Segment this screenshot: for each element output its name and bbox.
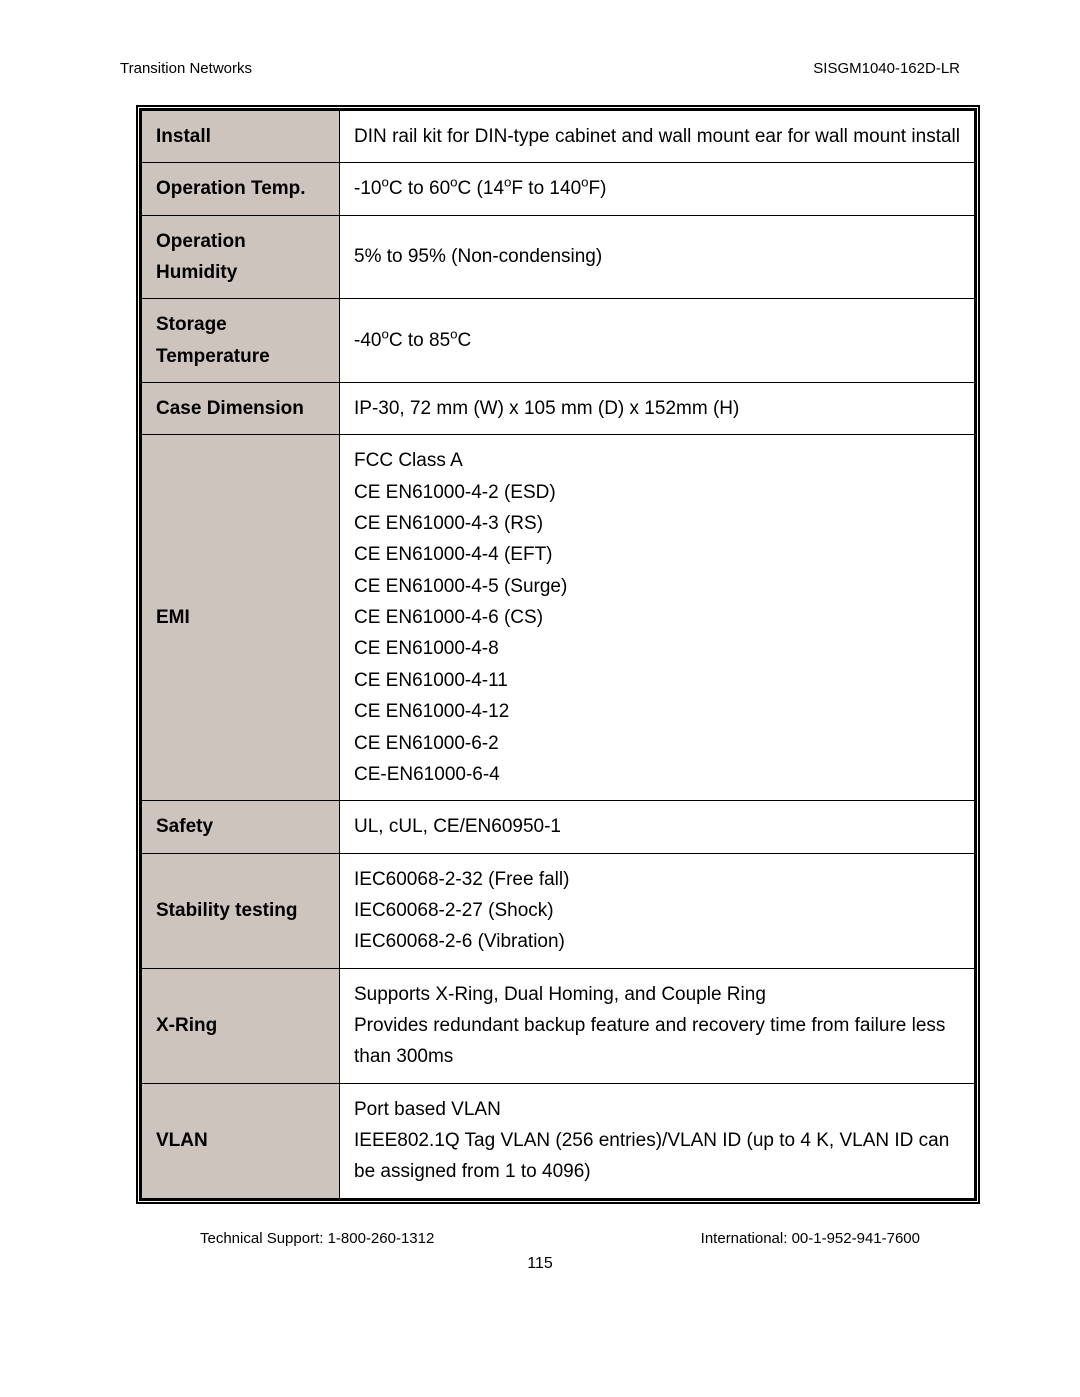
spec-value: -40oC to 85oC — [340, 299, 975, 383]
spec-value: UL, cUL, CE/EN60950-1 — [340, 801, 975, 853]
header-right: SISGM1040-162D-LR — [813, 60, 960, 77]
footer-right: International: 00-1-952-941-7600 — [701, 1230, 920, 1247]
table-row: Storage Temperature-40oC to 85oC — [142, 299, 975, 383]
footer-left: Technical Support: 1-800-260-1312 — [200, 1230, 434, 1247]
spec-label: EMI — [142, 435, 340, 801]
page-footer: Technical Support: 1-800-260-1312 Intern… — [120, 1230, 960, 1247]
spec-label: Operation Temp. — [142, 163, 340, 215]
table-row: SafetyUL, cUL, CE/EN60950-1 — [142, 801, 975, 853]
spec-value: -10oC to 60oC (14oF to 140oF) — [340, 163, 975, 215]
spec-label: Operation Humidity — [142, 215, 340, 299]
header-left: Transition Networks — [120, 60, 252, 77]
spec-label: X-Ring — [142, 968, 340, 1083]
table-row: VLANPort based VLANIEEE802.1Q Tag VLAN (… — [142, 1083, 975, 1198]
page-header: Transition Networks SISGM1040-162D-LR — [120, 60, 960, 77]
spec-table: InstallDIN rail kit for DIN-type cabinet… — [141, 110, 975, 1199]
spec-value: FCC Class ACE EN61000-4-2 (ESD)CE EN6100… — [340, 435, 975, 801]
spec-table-wrapper: InstallDIN rail kit for DIN-type cabinet… — [136, 105, 980, 1204]
spec-label: Case Dimension — [142, 383, 340, 435]
spec-value: IEC60068-2-32 (Free fall)IEC60068-2-27 (… — [340, 853, 975, 968]
page-number: 115 — [120, 1255, 960, 1273]
spec-label: Safety — [142, 801, 340, 853]
spec-label: VLAN — [142, 1083, 340, 1198]
spec-value: IP-30, 72 mm (W) x 105 mm (D) x 152mm (H… — [340, 383, 975, 435]
spec-value: 5% to 95% (Non-condensing) — [340, 215, 975, 299]
spec-value: DIN rail kit for DIN-type cabinet and wa… — [340, 111, 975, 163]
spec-label: Stability testing — [142, 853, 340, 968]
table-row: Operation Temp.-10oC to 60oC (14oF to 14… — [142, 163, 975, 215]
spec-label: Storage Temperature — [142, 299, 340, 383]
spec-table-body: InstallDIN rail kit for DIN-type cabinet… — [142, 111, 975, 1199]
table-row: Operation Humidity5% to 95% (Non-condens… — [142, 215, 975, 299]
table-row: EMIFCC Class ACE EN61000-4-2 (ESD)CE EN6… — [142, 435, 975, 801]
table-row: Stability testingIEC60068-2-32 (Free fal… — [142, 853, 975, 968]
table-row: InstallDIN rail kit for DIN-type cabinet… — [142, 111, 975, 163]
document-page: Transition Networks SISGM1040-162D-LR In… — [0, 0, 1080, 1313]
table-row: Case DimensionIP-30, 72 mm (W) x 105 mm … — [142, 383, 975, 435]
spec-label: Install — [142, 111, 340, 163]
table-row: X-RingSupports X-Ring, Dual Homing, and … — [142, 968, 975, 1083]
spec-value: Supports X-Ring, Dual Homing, and Couple… — [340, 968, 975, 1083]
spec-value: Port based VLANIEEE802.1Q Tag VLAN (256 … — [340, 1083, 975, 1198]
